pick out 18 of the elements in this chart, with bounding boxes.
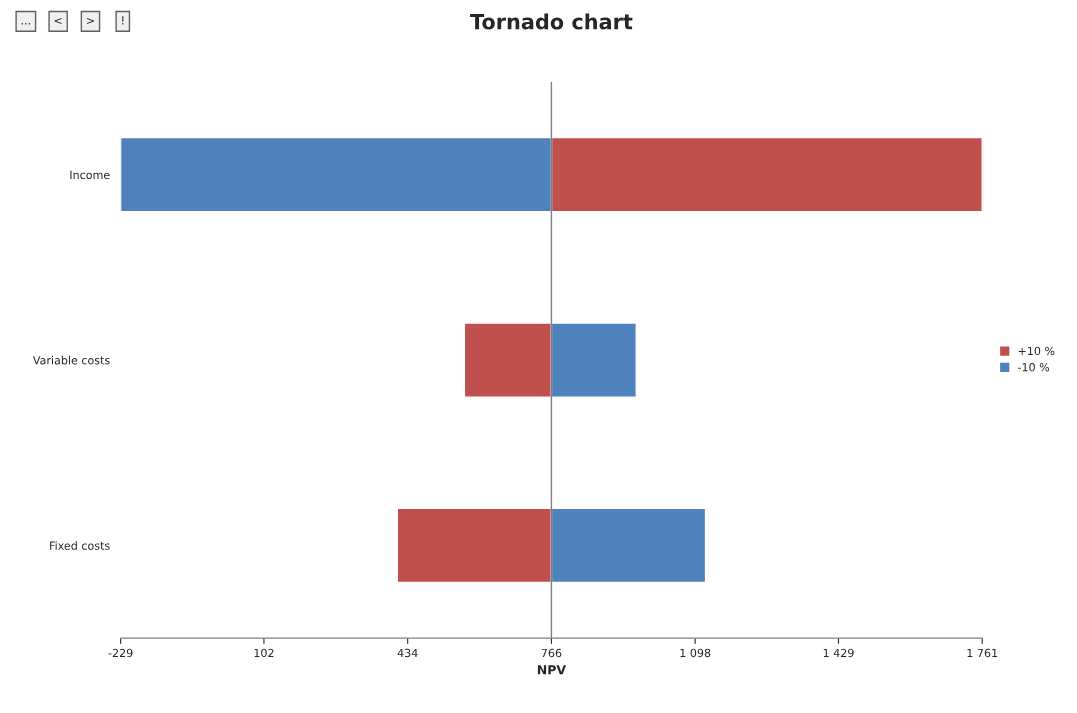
x-tick-label: 766 (541, 648, 562, 658)
y-tick-label: Variable costs (32, 355, 110, 365)
chart-title: Tornado chart (470, 13, 633, 30)
x-tick-label: 1 429 (823, 648, 854, 658)
legend-label: -10 % (1018, 363, 1050, 372)
x-tick-label: 1 098 (680, 648, 711, 658)
x-tick-label: -229 (108, 648, 133, 658)
y-tick-label: Fixed costs (50, 541, 110, 550)
legend-label: +10 % (1018, 346, 1055, 356)
text: ... (21, 23, 30, 25)
x-tick-label: 434 (397, 648, 418, 658)
text: > (86, 18, 94, 24)
x-tick-label: 102 (254, 648, 274, 658)
x-axis-title: NPV (537, 665, 567, 675)
text: < (54, 18, 62, 24)
text: ! (122, 16, 124, 25)
y-tick-label: Income (70, 170, 110, 180)
x-tick-label: 1 761 (967, 648, 998, 658)
